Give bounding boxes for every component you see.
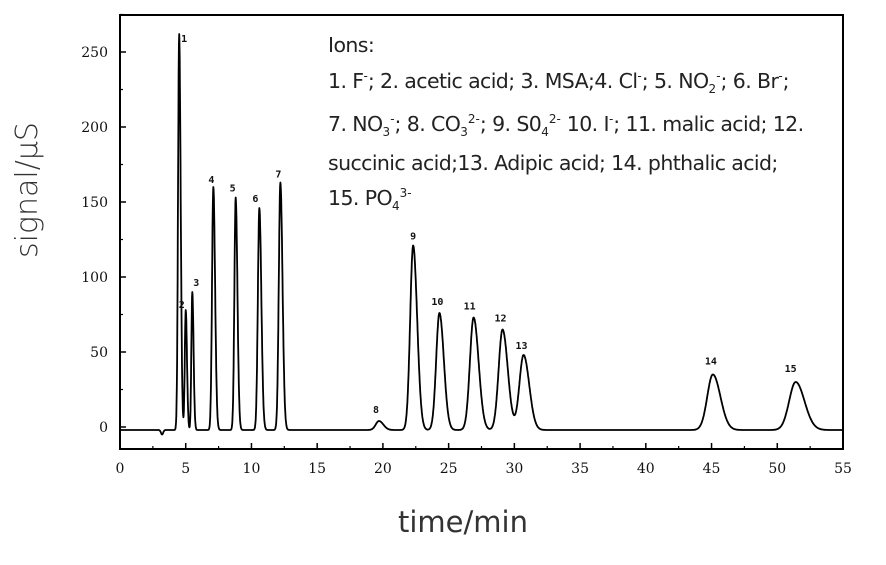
y-axis-label: signal/μS <box>10 90 45 290</box>
peak-label-7: 7 <box>275 170 281 181</box>
x-tick-label: 40 <box>637 461 655 477</box>
y-tick-label: 150 <box>81 195 108 211</box>
peak-label-15: 15 <box>785 364 797 375</box>
x-tick-label: 10 <box>243 461 261 477</box>
x-tick-label: 35 <box>571 461 589 477</box>
peak-label-6: 6 <box>252 194 258 205</box>
x-tick-label: 45 <box>703 461 721 477</box>
peak-label-14: 14 <box>705 357 717 368</box>
x-tick-label: 5 <box>181 461 190 477</box>
peak-label-10: 10 <box>431 297 443 308</box>
peak-label-3: 3 <box>193 278 199 289</box>
peak-label-13: 13 <box>516 341 528 352</box>
legend-line-2: 7. NO3-; 8. CO32-; 9. S042- 10. I-; 11. … <box>328 112 804 139</box>
peak-label-2: 2 <box>179 300 185 311</box>
y-tick-label: 200 <box>81 120 108 136</box>
y-tick-label: 0 <box>99 420 108 436</box>
legend-line-4: 15. PO43- <box>328 186 412 213</box>
peak-label-9: 9 <box>410 232 416 243</box>
peak-label-5: 5 <box>230 184 236 195</box>
ions-legend: Ions: 1. F-; 2. acetic acid; 3. MSA;4. C… <box>328 30 804 222</box>
x-tick-label: 15 <box>308 461 326 477</box>
x-tick-label: 50 <box>768 461 786 477</box>
chromatogram-trace <box>119 33 844 436</box>
legend-title: Ions: <box>328 33 375 57</box>
y-tick-label: 100 <box>81 270 108 286</box>
x-tick-label: 55 <box>834 461 852 477</box>
y-axis-label-text: signal/μS <box>10 122 45 258</box>
y-axis-ticks: 0 50 100 150 200 250 <box>81 13 126 436</box>
x-axis-label: time/min <box>398 505 528 539</box>
peak-label-8: 8 <box>373 405 379 416</box>
legend-line-1: 1. F-; 2. acetic acid; 3. MSA;4. Cl-; 5.… <box>328 68 790 96</box>
y-tick-label: 50 <box>90 345 108 361</box>
x-tick-label: 0 <box>116 461 125 477</box>
x-tick-label: 30 <box>505 461 523 477</box>
peak-label-12: 12 <box>495 314 507 325</box>
peak-label-1: 1 <box>181 34 187 45</box>
peak-label-4: 4 <box>208 175 214 186</box>
y-tick-label: 250 <box>81 45 108 61</box>
legend-line-3: succinic acid;13. Adipic acid; 14. phtha… <box>328 150 778 175</box>
x-axis-ticks: 0 5 10 15 20 25 30 35 40 45 50 55 <box>116 443 852 477</box>
peak-label-11: 11 <box>464 302 476 313</box>
x-tick-label: 20 <box>374 461 392 477</box>
x-tick-label: 25 <box>440 461 458 477</box>
